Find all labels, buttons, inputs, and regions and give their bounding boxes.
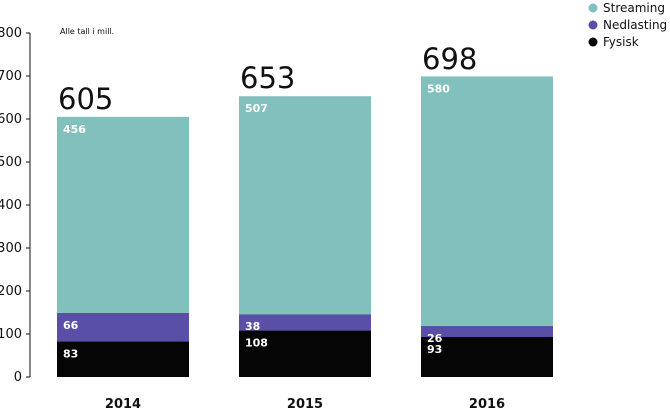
data-label-streaming: 580	[427, 82, 450, 95]
data-label-nedlasting: 66	[63, 319, 79, 332]
bar-streaming-2014	[57, 116, 189, 313]
y-tick-label: 0	[14, 370, 22, 385]
x-category-label: 2015	[287, 397, 323, 410]
y-tick-label: 600	[0, 112, 22, 127]
bar-fysisk-2015	[239, 330, 371, 377]
total-label: 698	[422, 42, 477, 76]
data-label-fysisk: 93	[427, 343, 442, 356]
legend-label-streaming: Streaming	[603, 1, 665, 15]
total-label: 605	[58, 82, 113, 116]
bar-nedlasting-2014	[57, 312, 189, 342]
y-tick-label: 400	[0, 198, 22, 213]
bar-fysisk-2016	[421, 337, 553, 377]
legend: Streaming Nedlasting Fysisk	[588, 1, 667, 49]
chart-note: Alle tall i mill.	[60, 27, 114, 36]
y-tick-label: 500	[0, 155, 22, 170]
y-axis-ticks: 0 100 200 300 400 500 600 700 800	[0, 26, 30, 385]
bar-nedlasting-2016	[421, 325, 553, 338]
data-label-nedlasting: 38	[245, 320, 260, 333]
y-tick-label: 100	[0, 327, 22, 342]
data-label-streaming: 507	[245, 102, 268, 115]
bar-fysisk-2014	[57, 341, 189, 377]
y-tick-label: 300	[0, 241, 22, 256]
x-category-label: 2016	[469, 397, 505, 410]
legend-swatch-nedlasting	[588, 20, 598, 30]
y-tick-label: 700	[0, 69, 22, 84]
legend-label-nedlasting: Nedlasting	[603, 18, 667, 32]
y-tick-label: 200	[0, 284, 22, 299]
bar-nedlasting-2015	[239, 314, 371, 331]
data-label-fysisk: 83	[63, 347, 78, 360]
bar-streaming-2016	[421, 76, 553, 326]
legend-swatch-streaming	[588, 3, 598, 13]
data-label-streaming: 456	[63, 123, 86, 136]
legend-label-fysisk: Fysisk	[603, 35, 639, 49]
bar-streaming-2015	[239, 96, 371, 315]
legend-swatch-fysisk	[588, 37, 598, 47]
data-label-nedlasting: 26	[427, 332, 443, 345]
x-category-label: 2014	[105, 397, 141, 410]
y-tick-label: 800	[0, 26, 22, 41]
total-label: 653	[240, 61, 295, 95]
data-label-fysisk: 108	[245, 337, 268, 350]
